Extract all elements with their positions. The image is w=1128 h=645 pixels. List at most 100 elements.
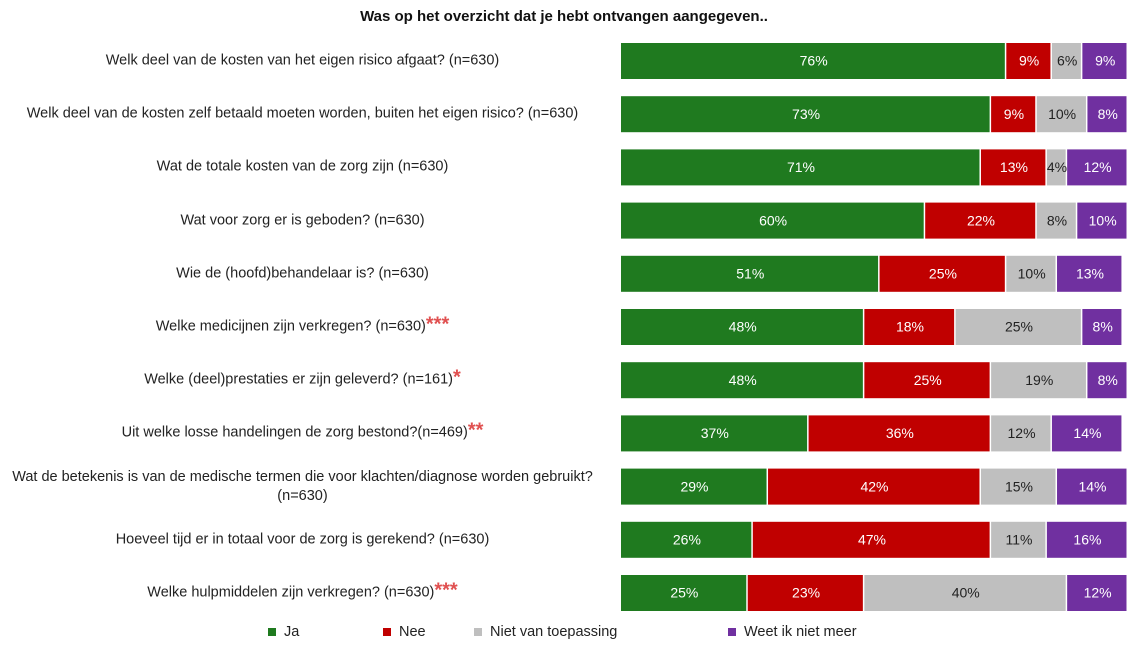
value-label: 48% [729,372,757,388]
value-label: 4% [1047,159,1067,175]
category-label: Uit welke losse handelingen de zorg best… [10,421,595,443]
bar-segment [621,468,767,505]
value-label: 60% [759,212,787,228]
category-label: Welke (deel)prestaties er zijn geleverd?… [10,368,595,390]
bar-segment [1087,362,1127,399]
legend-item: Ja [268,624,299,640]
bar-segment [1036,202,1076,239]
bar-segment [621,362,863,399]
category-text: Uit welke losse handelingen de zorg best… [121,424,468,441]
value-label: 13% [1076,266,1104,282]
legend-swatch [383,628,391,637]
category-label: Welk deel van de kosten van het eigen ri… [10,52,595,71]
value-label: 16% [1073,532,1101,548]
legend-label: Ja [284,624,300,640]
category-label: Welke hulpmiddelen zijn verkregen? (n=63… [10,581,595,603]
value-label: 13% [1000,159,1028,175]
legend-swatch [728,628,736,637]
value-label: 14% [1073,425,1101,441]
value-label: 73% [792,106,820,122]
bar-segment [1006,43,1051,79]
bar-segment [1057,255,1122,292]
category-mark: *** [434,579,458,602]
bar-segment [621,96,990,133]
value-label: 15% [1005,478,1033,494]
category-text: Welk deel van de kosten zelf betaald moe… [26,105,579,122]
bar-segment [621,575,747,611]
bar-segment [1046,149,1066,186]
bar-segment [621,309,863,345]
legend-label: Nee [399,624,426,640]
bar-segment [1057,468,1127,505]
value-label: 40% [952,585,980,601]
category-label: Wat de totale kosten van de zorg zijn (n… [10,158,595,177]
value-label: 23% [792,585,820,601]
category-mark: ** [467,419,484,442]
category-text: Wat de betekenis is van de medische term… [12,468,593,504]
legend-swatch [268,628,276,637]
value-label: 42% [860,478,888,494]
bar-segment [864,575,1066,611]
category-text: Wat de totale kosten van de zorg zijn (n… [156,158,449,175]
category-mark: * [453,366,461,389]
value-label: 19% [1025,372,1053,388]
bar-segment [1067,149,1127,186]
bar-segment [1082,43,1127,79]
value-label: 25% [914,372,942,388]
bar-segment [808,415,990,452]
legend-item: Nee [383,624,426,640]
category-text: Welke medicijnen zijn verkregen? (n=630) [155,318,426,335]
bar-segment [1006,255,1056,292]
value-label: 8% [1098,372,1118,388]
bar-segment [864,309,955,345]
bar-segment [1046,521,1127,558]
value-label: 12% [1008,425,1036,441]
bar-segment [768,468,980,505]
value-label: 71% [787,159,815,175]
value-label: 26% [673,532,701,548]
value-label: 36% [886,425,914,441]
value-label: 9% [1019,53,1039,69]
bar-segment [1036,96,1086,133]
category-text: Wat voor zorg er is geboden? (n=630) [180,212,425,229]
value-label: 10% [1089,212,1117,228]
bar-segment [621,43,1005,79]
chart-title: Was op het overzicht dat je hebt ontvang… [360,8,768,25]
bar-segment [621,202,924,239]
bar-segment [991,415,1051,452]
value-label: 51% [736,266,764,282]
bar-segment [747,575,863,611]
bar-segment [991,521,1046,558]
value-label: 12% [1084,159,1112,175]
category-text: Wie de (hoofd)behandelaar is? (n=630) [176,265,429,282]
bar-segment [864,362,990,399]
legend-label: Niet van toepassing [490,624,618,640]
bar-segment [1051,43,1081,79]
bar-segment [621,149,980,186]
category-text: Hoeveel tijd er in totaal voor de zorg i… [115,531,490,548]
bar-segment [991,362,1086,399]
category-text: Welk deel van de kosten van het eigen ri… [105,52,500,69]
value-label: 9% [1095,53,1115,69]
value-label: 8% [1093,319,1113,335]
value-label: 14% [1078,478,1106,494]
value-label: 25% [1005,319,1033,335]
category-text: Welke hulpmiddelen zijn verkregen? (n=63… [147,584,435,601]
value-label: 76% [800,53,828,69]
value-label: 25% [929,266,957,282]
category-label: Wat voor zorg er is geboden? (n=630) [10,211,595,230]
bar-segment [1067,575,1127,611]
category-label: Hoeveel tijd er in totaal voor de zorg i… [10,530,595,549]
category-label: Wie de (hoofd)behandelaar is? (n=630) [10,264,595,283]
value-label: 10% [1048,106,1076,122]
bar-segment [1082,309,1122,345]
value-label: 25% [670,585,698,601]
value-label: 10% [1018,266,1046,282]
bar-segment [879,255,1005,292]
bar-segment [621,255,879,292]
legend-swatch [474,628,482,637]
category-label: Welk deel van de kosten zelf betaald moe… [10,105,595,124]
value-label: 8% [1098,106,1118,122]
value-label: 12% [1084,585,1112,601]
